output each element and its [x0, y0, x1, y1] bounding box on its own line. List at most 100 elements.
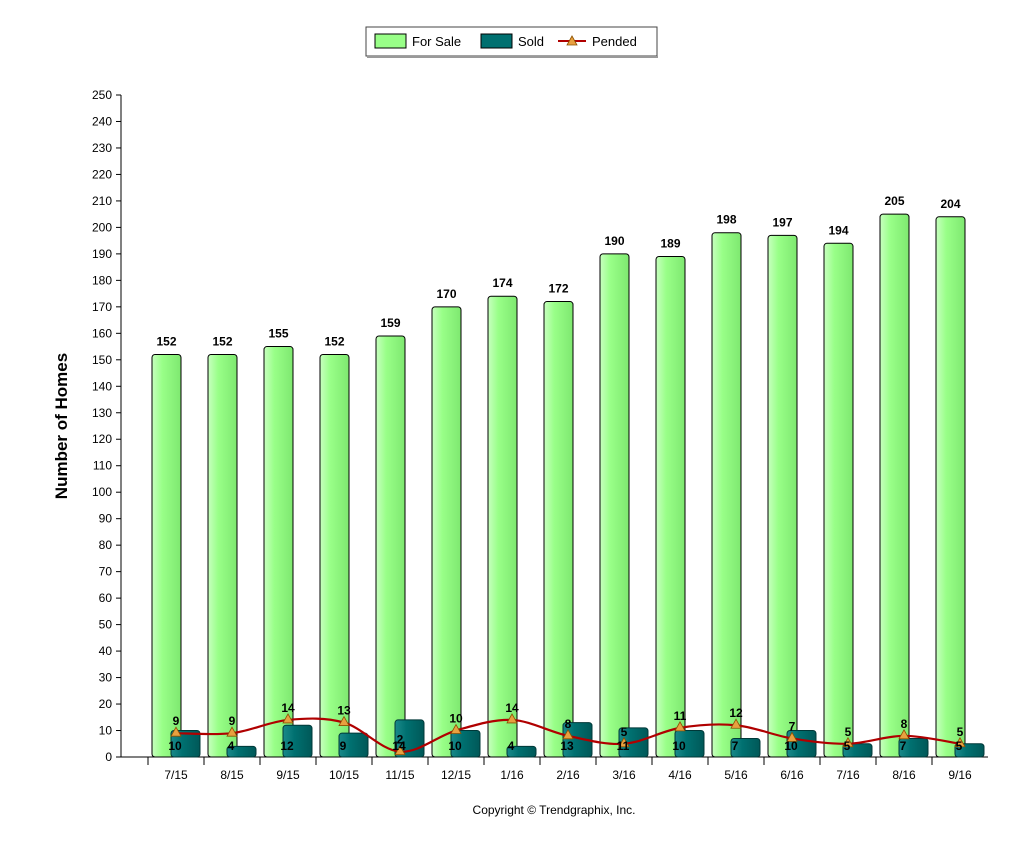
for-sale-value-label: 194: [828, 223, 848, 237]
sold-value-label: 7: [900, 739, 907, 753]
for-sale-bar: [487, 295, 518, 758]
sold-value-label: 12: [280, 739, 294, 753]
pended-value-label: 8: [565, 717, 572, 731]
pended-value-label: 2: [397, 733, 404, 747]
pended-value-label: 11: [674, 709, 687, 723]
x-tick-label: 6/16: [780, 768, 804, 782]
pended-value-label: 8: [901, 717, 908, 731]
sold-value-label: 9: [340, 739, 347, 753]
y-tick-label: 30: [99, 671, 113, 685]
y-tick-label: 170: [92, 300, 112, 314]
y-tick-label: 120: [92, 432, 112, 446]
y-tick-label: 200: [92, 220, 112, 234]
x-tick-label: 11/15: [385, 768, 414, 782]
y-tick-label: 0: [105, 750, 112, 764]
x-tick-label: 3/16: [612, 768, 636, 782]
sold-value-label: 4: [508, 739, 515, 753]
sold-bar: [506, 745, 537, 758]
x-tick-label: 5/16: [724, 768, 748, 782]
y-tick-label: 20: [99, 697, 113, 711]
for-sale-value-label: 152: [156, 335, 176, 349]
for-sale-value-label: 159: [380, 316, 400, 330]
for-sale-value-label: 197: [772, 215, 792, 229]
x-tick-label: 7/15: [164, 768, 188, 782]
sold-bar: [170, 730, 201, 758]
pended-marker: [170, 726, 182, 737]
for-sale-value-label: 205: [884, 194, 904, 208]
pended-marker: [954, 736, 966, 748]
data-labels: 152 10 152 4 155 12 152 9 159 14 170 10 174 4 172 13 190…: [156, 194, 963, 753]
x-tick-label: 1/16: [500, 768, 524, 782]
pended-value-label: 5: [845, 725, 852, 739]
sold-bar: [730, 737, 761, 758]
y-tick-label: 180: [92, 273, 112, 287]
sold-value-label: 10: [448, 739, 462, 753]
y-tick-label: 130: [92, 406, 112, 420]
for-sale-value-label: 152: [324, 335, 344, 349]
legend-label-pended: Pended: [592, 34, 637, 49]
pended-value-label: 13: [337, 704, 351, 718]
pended-marker: [842, 736, 854, 748]
for-sale-value-label: 189: [660, 237, 680, 251]
for-sale-value-label: 174: [492, 276, 512, 290]
for-sale-value-label: 204: [940, 197, 960, 211]
sold-value-label: 13: [560, 739, 574, 753]
pended-marker: [450, 723, 462, 734]
pended-series: [170, 713, 966, 756]
for-sale-bar: [879, 213, 910, 758]
for-sale-bar: [767, 234, 798, 758]
y-tick-label: 220: [92, 167, 112, 181]
for-sale-bar: [319, 354, 350, 758]
y-tick-label: 110: [93, 459, 112, 473]
x-tick-label: 10/15: [329, 768, 359, 782]
for-sale-bar: [263, 346, 294, 758]
pended-value-label: 9: [229, 714, 236, 728]
y-tick-label: 190: [92, 247, 112, 261]
sold-bar: [282, 724, 313, 758]
for-sale-bar: [935, 216, 966, 758]
sold-value-label: 7: [732, 739, 739, 753]
legend-swatch-sold: [480, 33, 513, 49]
sold-bar: [338, 732, 369, 758]
sold-value-label: 10: [672, 739, 686, 753]
sold-bar: [562, 722, 593, 758]
y-axis-ticks: 0 10 20 30 40 50 60 70 80 90 100 110 120 130 140 150 160…: [92, 88, 121, 764]
pended-value-label: 9: [173, 714, 180, 728]
y-axis-label: Number of Homes: [52, 353, 71, 499]
for-sale-bar: [151, 354, 182, 758]
for-sale-bars: [151, 213, 966, 758]
sold-bar: [898, 737, 929, 758]
for-sale-bar: [375, 335, 406, 758]
pended-marker: [282, 713, 294, 724]
for-sale-bar: [599, 253, 630, 758]
y-tick-label: 80: [99, 538, 113, 552]
legend-label-for-sale: For Sale: [412, 34, 461, 49]
for-sale-bar: [655, 256, 686, 758]
for-sale-value-label: 170: [436, 287, 456, 301]
pended-marker: [338, 715, 350, 726]
sold-value-label: 11: [617, 739, 630, 753]
x-tick-label: 8/15: [220, 768, 244, 782]
sold-bar: [450, 730, 481, 758]
pended-marker: [786, 731, 798, 742]
y-tick-label: 90: [99, 512, 113, 526]
for-sale-value-label: 155: [268, 327, 288, 341]
pended-value-label: 14: [505, 701, 519, 715]
sold-bar: [674, 730, 705, 758]
x-tick-label: 8/16: [892, 768, 916, 782]
y-tick-label: 160: [92, 326, 112, 340]
copyright-text: Copyright © Trendgraphix, Inc.: [473, 803, 636, 817]
sold-value-label: 5: [844, 739, 851, 753]
pended-value-label: 5: [957, 725, 964, 739]
legend-marker-pended: [566, 35, 578, 46]
sold-value-label: 10: [168, 739, 182, 753]
x-tick-label: 7/16: [836, 768, 860, 782]
y-tick-label: 50: [99, 618, 113, 632]
y-tick-label: 210: [92, 194, 112, 208]
pended-value-label: 5: [621, 725, 628, 739]
x-tick-label: 2/16: [556, 768, 580, 782]
y-tick-label: 150: [92, 353, 112, 367]
y-tick-label: 40: [99, 644, 113, 658]
sold-value-label: 10: [784, 739, 798, 753]
